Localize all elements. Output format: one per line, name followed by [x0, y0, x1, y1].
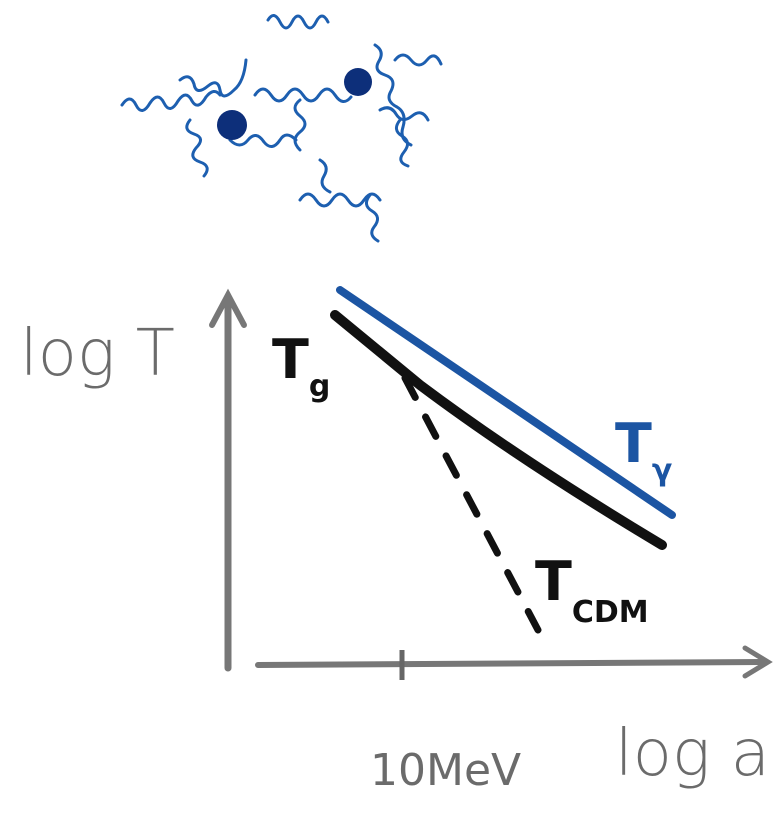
- diagram: log T log a 10MeV Tg Tγ TCDM: [0, 0, 776, 823]
- gas-temperature-label: Tg: [272, 328, 330, 404]
- cdm-temperature-label: TCDM: [535, 550, 649, 630]
- particle-cloud: [122, 15, 441, 241]
- y-axis-label: log T: [20, 317, 175, 391]
- x-tick-label: 10MeV: [370, 745, 521, 796]
- photon-temperature-label: Tγ: [615, 412, 672, 488]
- x-axis-label: log a: [615, 717, 770, 791]
